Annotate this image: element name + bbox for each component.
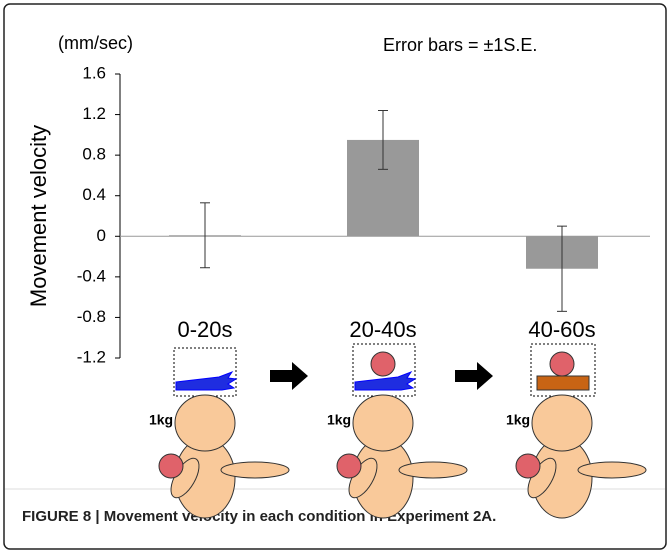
y-tick-label: -0.4 <box>77 266 106 285</box>
y-tick-label: 0.8 <box>82 145 106 164</box>
y-axis-label: Movement velocity <box>26 125 51 307</box>
y-tick-label: -1.2 <box>77 347 106 366</box>
y-tick-label: 0 <box>97 226 106 245</box>
category-label: 40-60s <box>528 317 595 342</box>
unit-label: (mm/sec) <box>58 33 133 53</box>
y-tick-label: -0.8 <box>77 307 106 326</box>
y-tick-label: 0.4 <box>82 185 106 204</box>
note: Error bars = ±1S.E. <box>383 35 537 55</box>
weight-label: 1kg <box>506 412 530 428</box>
figure: (mm/sec) Error bars = ±1S.E. Movement ve… <box>0 0 671 554</box>
caption: FIGURE 8 | Movement velocity in each con… <box>22 508 496 525</box>
weight-label: 1kg <box>149 412 173 428</box>
weight-label: 1kg <box>327 412 351 428</box>
category-label: 20-40s <box>349 317 416 342</box>
y-tick-label: 1.2 <box>82 104 106 123</box>
y-tick-label: 1.6 <box>82 63 106 82</box>
category-label: 0-20s <box>177 317 232 342</box>
